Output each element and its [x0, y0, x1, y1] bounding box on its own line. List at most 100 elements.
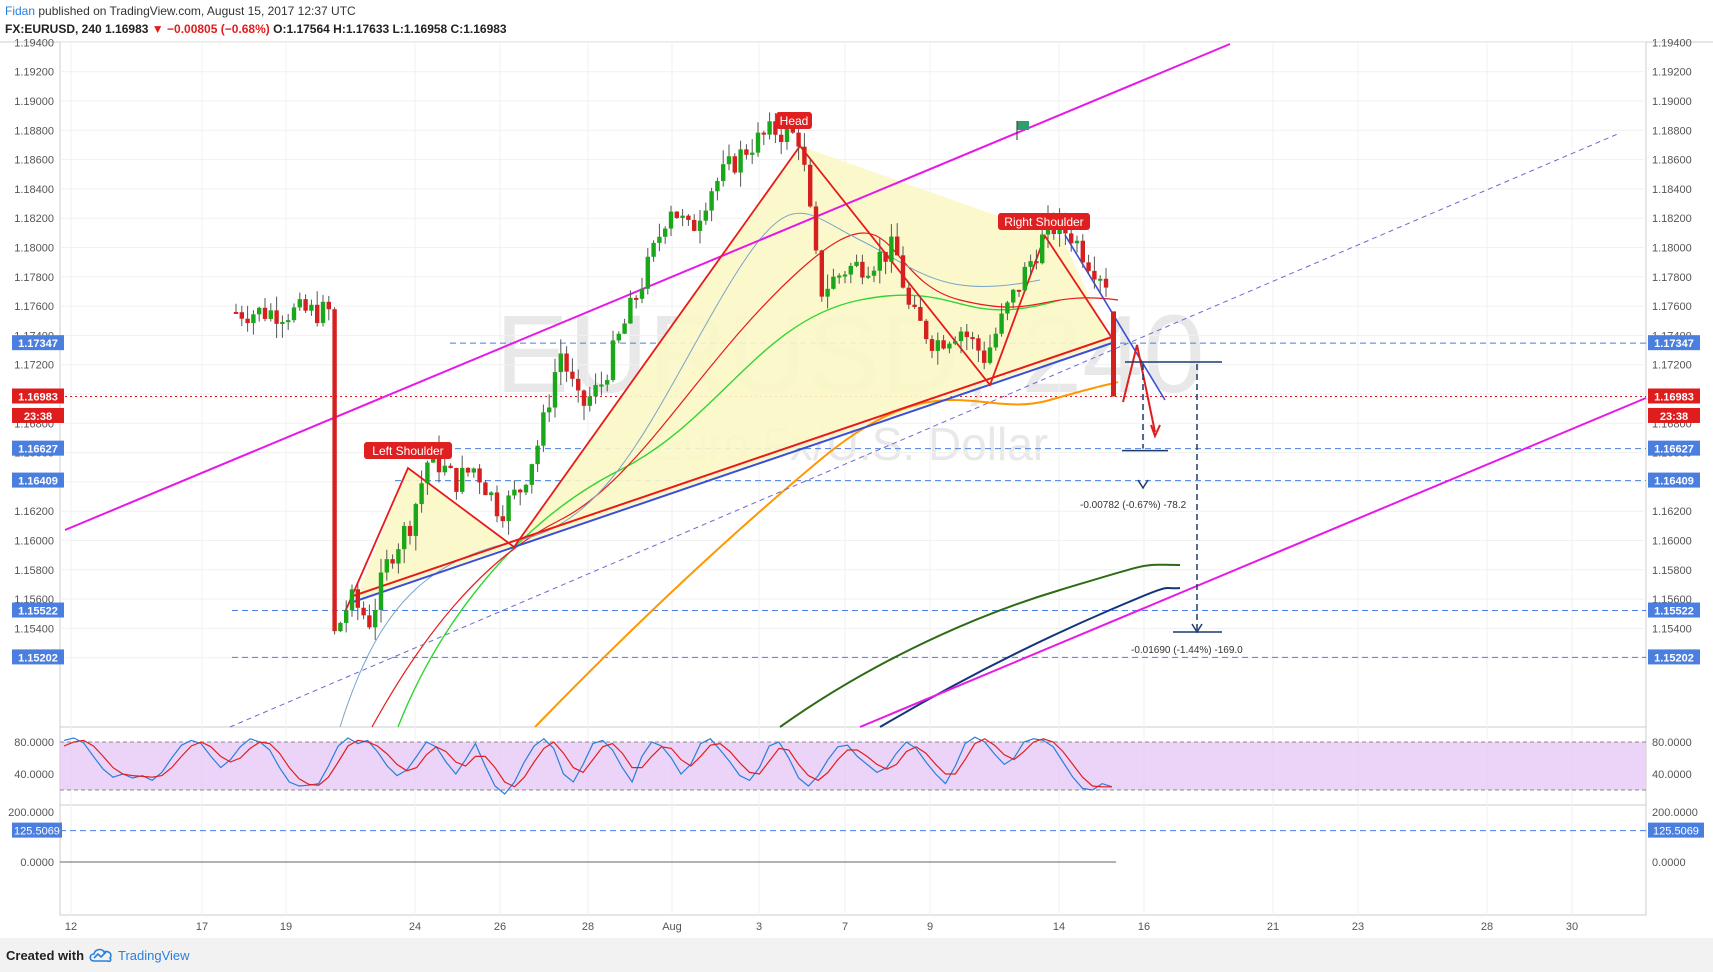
ma-line-2 — [371, 232, 1119, 728]
candle-body — [355, 589, 360, 608]
y-tick-left: 1.19400 — [14, 37, 54, 49]
price-label-text: 1.15202 — [18, 652, 58, 664]
price-label-text: 23:38 — [1660, 411, 1688, 423]
price-label-right — [1648, 440, 1700, 456]
candle-body — [1080, 240, 1085, 263]
pattern-label-box — [998, 213, 1090, 230]
x-tick: 16 — [1138, 921, 1150, 933]
ma-line-0 — [534, 381, 1119, 728]
candle-body — [790, 127, 795, 133]
candle-body — [999, 313, 1004, 334]
lower-indicator-pane[interactable] — [59, 804, 1647, 916]
head-shoulders-fill — [355, 146, 1110, 600]
candle-body — [924, 320, 929, 340]
candle-body — [889, 236, 894, 262]
price-label-text: 23:38 — [24, 411, 52, 423]
y-tick-left: 1.19000 — [14, 96, 54, 108]
candle-body — [448, 465, 453, 469]
candle-body — [315, 304, 320, 324]
stoch-tick-left: 80.0000 — [14, 737, 54, 749]
candle-body — [796, 132, 801, 147]
price-label-text: 1.15202 — [1654, 652, 1694, 664]
candle-body — [848, 265, 853, 275]
candle-body — [628, 297, 633, 324]
candle-body — [866, 275, 871, 278]
candle-body — [941, 340, 946, 349]
y-tick-left: 1.15400 — [14, 623, 54, 635]
flag-icon — [1017, 121, 1029, 130]
candle-body — [349, 589, 355, 611]
channel-lower — [859, 397, 1647, 728]
y-tick-right: 1.17200 — [1652, 360, 1692, 372]
price-label-left — [12, 472, 64, 488]
candle-body — [489, 492, 494, 496]
candle-body — [721, 164, 726, 181]
candle-body — [813, 206, 819, 251]
candle-body — [1005, 302, 1010, 314]
price-label-left — [12, 440, 64, 456]
y-tick-right: 1.16000 — [1652, 536, 1692, 548]
y-tick-left: 1.17600 — [14, 301, 54, 313]
projection-arrow — [1122, 344, 1156, 433]
x-tick: 9 — [927, 921, 933, 933]
price-label-text: 1.17347 — [1654, 338, 1694, 350]
lower-tick-right: 0.0000 — [1652, 857, 1686, 869]
measurement-2: -0.01690 (-1.44%) -169.0 — [1131, 645, 1243, 656]
moving-averages — [339, 212, 1181, 728]
candle-body — [622, 323, 627, 334]
candle-body — [320, 301, 326, 324]
candle-body — [953, 341, 958, 344]
pattern-label-text: Right Shoulder — [1004, 215, 1083, 229]
candle-body — [303, 299, 308, 311]
candle-body — [332, 309, 337, 632]
price-label-right — [1648, 472, 1700, 488]
candle-body — [831, 276, 836, 289]
price-label-left — [12, 388, 64, 404]
stoch-tick-left: 40.0000 — [14, 769, 54, 781]
candle-body — [1034, 261, 1039, 264]
candle-body — [541, 412, 546, 446]
y-tick-right: 1.19000 — [1652, 96, 1692, 108]
x-tick: 3 — [756, 921, 762, 933]
candle-body — [755, 132, 761, 153]
candle-body — [982, 350, 987, 363]
candle-body — [970, 337, 975, 340]
annotations: Left Shoulder Head Right Shoulder -0.00782 … — [364, 112, 1243, 656]
symbol-label[interactable]: FX:EURUSD, 240 — [5, 22, 102, 36]
ohlc-values: O:1.17564 H:1.17633 L:1.16958 C:1.16983 — [273, 22, 507, 36]
y-tick-left: 1.15800 — [14, 565, 54, 577]
stoch-d-line — [63, 738, 1112, 788]
price-label-text: 1.16627 — [1654, 444, 1694, 456]
price-label-text: 1.15522 — [18, 606, 58, 618]
stoch-tick-right: 80.0000 — [1652, 737, 1692, 749]
candle-body — [738, 149, 743, 173]
y-tick-right: 1.18600 — [1652, 155, 1692, 167]
created-with-label: Created with — [6, 948, 85, 963]
candle-body — [819, 250, 824, 297]
candle-body — [239, 312, 244, 319]
x-tick: 21 — [1267, 921, 1279, 933]
candle-body — [1069, 233, 1074, 244]
candle-body — [436, 445, 442, 473]
tradingview-link[interactable]: TradingView — [118, 948, 190, 963]
price-label-text: 1.17347 — [18, 338, 58, 350]
candle-body — [280, 321, 285, 324]
candle-body — [616, 333, 621, 341]
lower-tick-left: 125.5069 — [14, 826, 60, 838]
author-name[interactable]: Fidan — [5, 4, 36, 18]
candle-body — [326, 301, 331, 310]
candle-body — [599, 384, 604, 387]
candle-body — [912, 304, 917, 307]
x-tick: 28 — [1481, 921, 1493, 933]
y-tick-right: 1.15400 — [1652, 623, 1692, 635]
published-text: published on TradingView.com, August 15,… — [35, 4, 356, 18]
ma-line-1 — [397, 294, 1061, 728]
candle-body — [587, 396, 592, 406]
price-label-right — [1648, 649, 1700, 665]
candle-body — [477, 468, 482, 483]
lower-tick-left: 200.0000 — [8, 807, 54, 819]
candle-body — [1098, 278, 1103, 281]
candle-body — [854, 261, 859, 266]
last-price: 1.16983 — [105, 22, 149, 36]
